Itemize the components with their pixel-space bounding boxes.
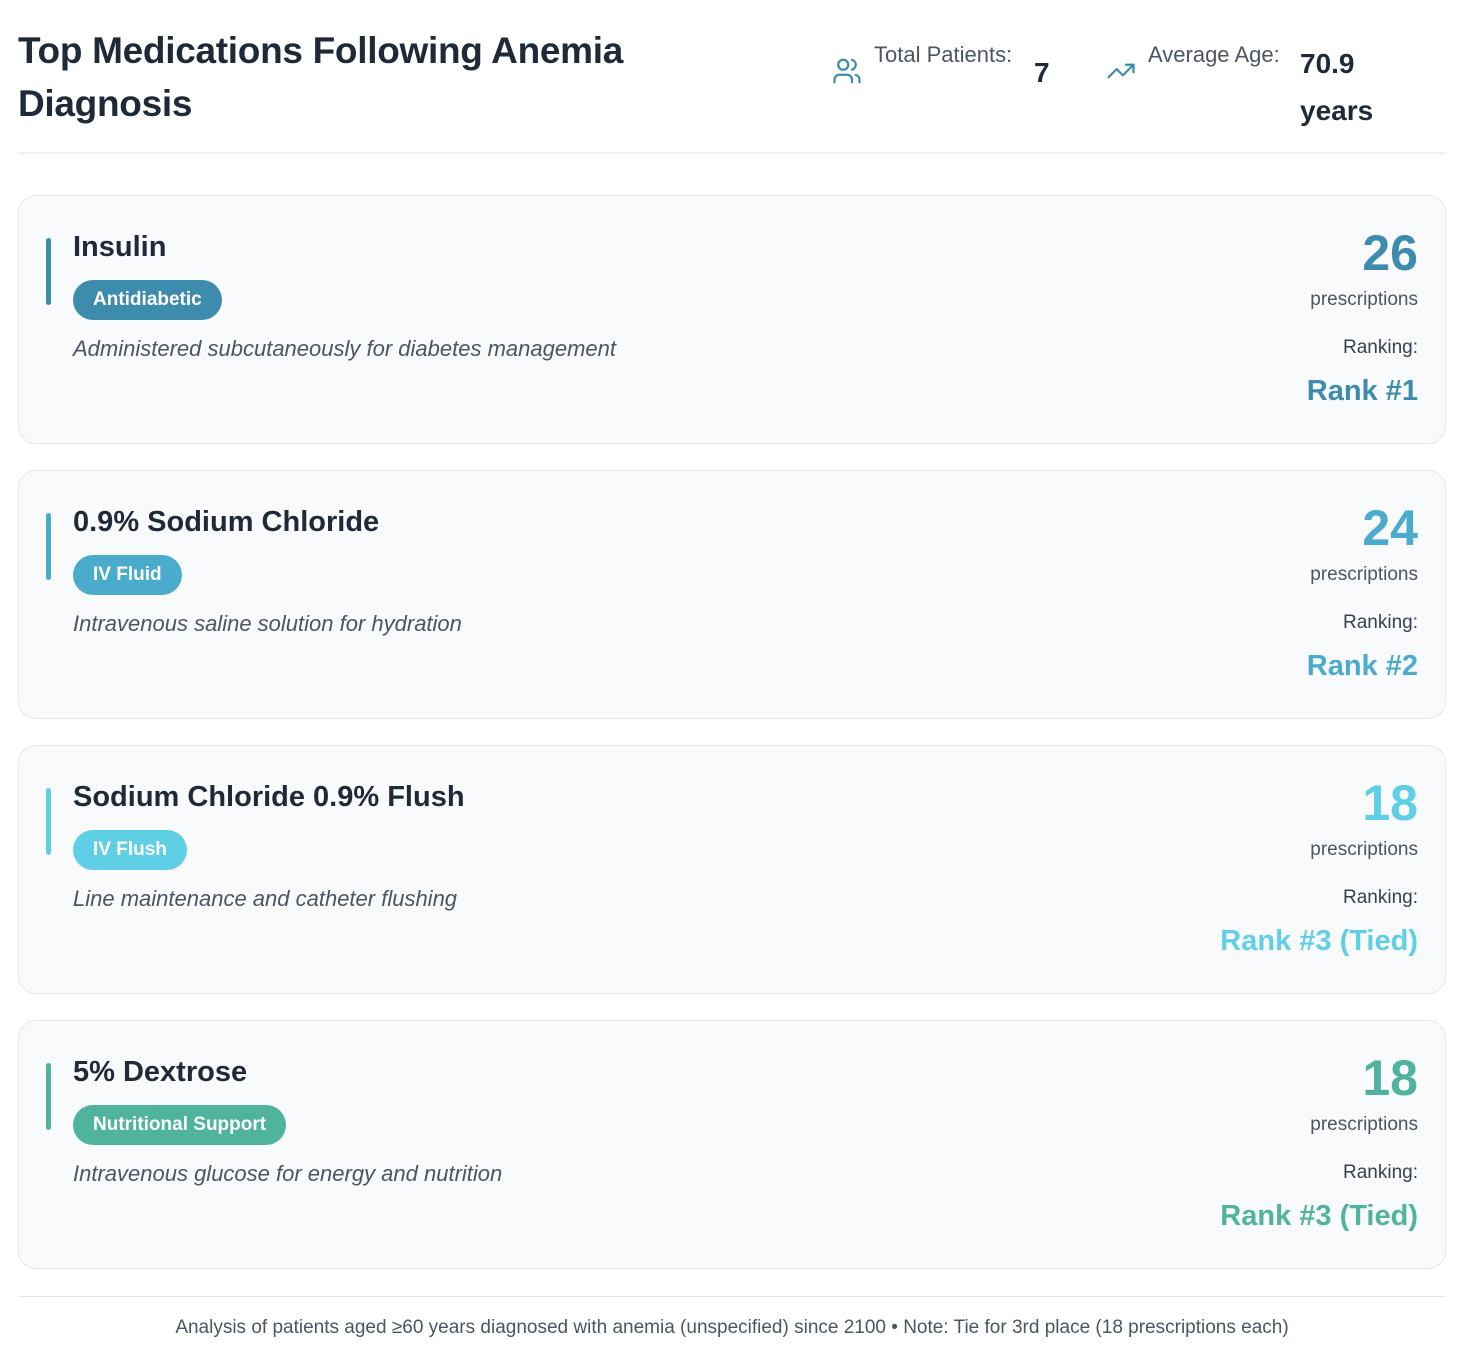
medication-description: Intravenous saline solution for hydratio… [73,611,462,636]
stat-total-patients: Total Patients: 7 [832,38,1050,96]
prescription-count: 18 [1362,1050,1418,1106]
accent-bar [46,788,51,855]
medication-description: Administered subcutaneously for diabetes… [73,336,616,361]
prescription-count-label: prescriptions [1310,289,1418,310]
prescription-count: 24 [1362,500,1418,556]
header: Top Medications Following Anemia Diagnos… [18,0,1446,154]
trending-up-icon [1106,56,1136,86]
category-badge: IV Fluid [73,555,182,595]
rank-value: Rank #2 [1306,650,1418,682]
ranking-label: Ranking: [1343,887,1418,908]
medication-card: 5% Dextrose Nutritional Support Intraven… [18,1020,1446,1269]
accent-bar [46,1063,51,1130]
prescription-count: 26 [1362,225,1418,281]
category-badge: Nutritional Support [73,1105,287,1145]
rank-value: Rank #3 (Tied) [1220,1200,1418,1232]
users-icon [832,56,862,86]
medication-name: Insulin [73,231,167,263]
medication-list: Insulin Antidiabetic Administered subcut… [18,195,1446,1295]
medication-card: Sodium Chloride 0.9% Flush IV Flush Line… [18,745,1446,994]
accent-bar [46,513,51,580]
medication-description: Intravenous glucose for energy and nutri… [73,1161,503,1186]
prescription-count-label: prescriptions [1310,839,1418,860]
medication-description: Line maintenance and catheter flushing [73,886,458,911]
stat-average-age: Average Age: 70.9 years [1106,38,1400,134]
footer-note: Analysis of patients aged ≥60 years diag… [18,1296,1446,1339]
stat-value: 70.9 years [1300,48,1374,126]
category-badge: Antidiabetic [73,280,222,320]
category-badge: IV Flush [73,830,187,870]
medication-card: Insulin Antidiabetic Administered subcut… [18,195,1446,444]
medication-name: 5% Dextrose [73,1056,248,1088]
ranking-label: Ranking: [1343,1162,1418,1183]
stat-label: Average Age: [1148,42,1280,67]
rank-value: Rank #3 (Tied) [1220,925,1418,957]
ranking-label: Ranking: [1343,612,1418,633]
prescription-count-label: prescriptions [1310,564,1418,585]
rank-value: Rank #1 [1306,375,1418,407]
page-title: Top Medications Following Anemia Diagnos… [18,30,624,124]
prescription-count: 18 [1362,775,1418,831]
stat-label: Total Patients: [874,42,1013,67]
stat-value: 7 [1034,57,1050,88]
ranking-label: Ranking: [1343,337,1418,358]
accent-bar [46,238,51,305]
prescription-count-label: prescriptions [1310,1114,1418,1135]
medication-name: 0.9% Sodium Chloride [73,506,380,538]
medication-name: Sodium Chloride 0.9% Flush [73,781,465,813]
medication-card: 0.9% Sodium Chloride IV Fluid Intravenou… [18,470,1446,719]
